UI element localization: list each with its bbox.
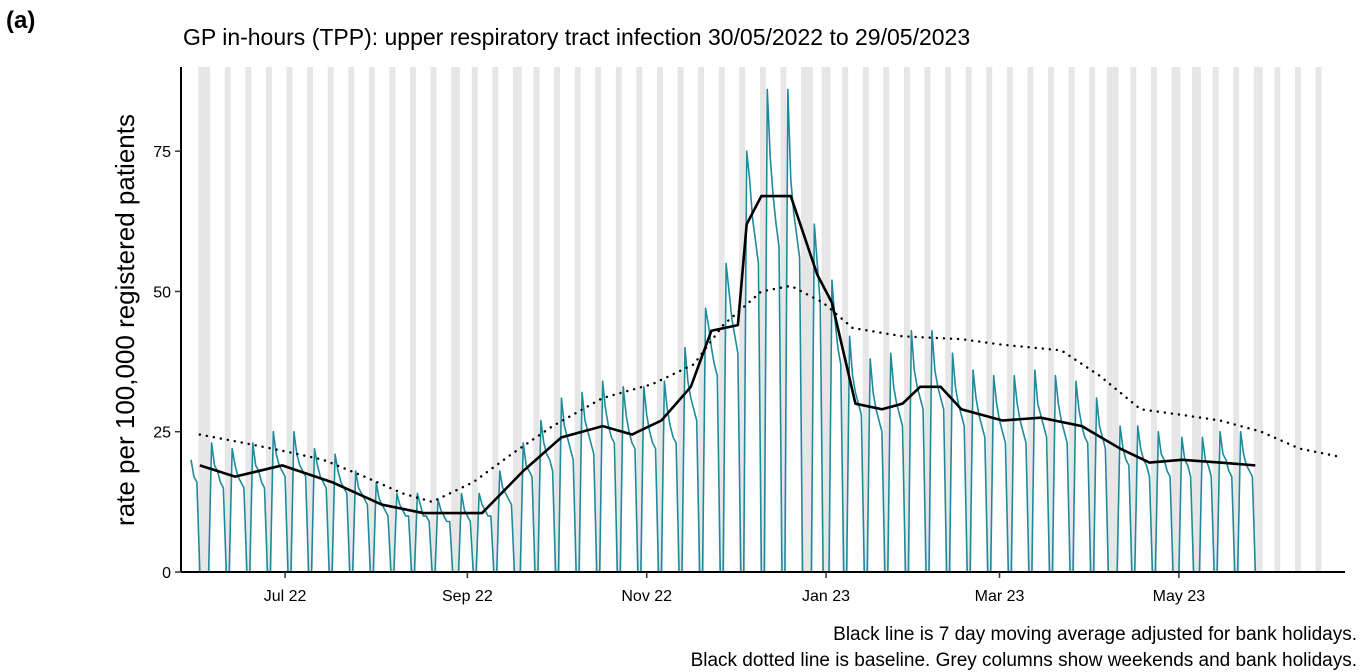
- series-line: [200, 196, 1256, 513]
- shaded-column: [513, 67, 516, 572]
- shaded-column: [457, 67, 460, 572]
- shaded-column: [575, 67, 578, 572]
- y-axis-label: rate per 100,000 registered patients: [110, 114, 140, 526]
- x-tick-label: Mar 23: [975, 588, 1025, 605]
- shaded-column: [454, 67, 457, 572]
- y-tick-label: 75: [153, 144, 171, 161]
- shaded-column: [389, 67, 392, 572]
- panel-label: (a): [6, 7, 35, 34]
- shaded-column: [372, 67, 375, 572]
- shaded-column: [245, 67, 248, 572]
- shaded-column: [554, 67, 557, 572]
- shaded-column: [1260, 67, 1263, 572]
- note: Black line is 7 day moving average adjus…: [833, 624, 1357, 645]
- shaded-column: [204, 67, 207, 572]
- note: Black dotted line is baseline. Grey colu…: [691, 650, 1357, 671]
- shaded-column: [516, 67, 519, 572]
- shaded-column: [1151, 67, 1154, 572]
- shaded-column: [369, 67, 372, 572]
- x-tick-label: Jan 23: [802, 588, 850, 605]
- shaded-column: [201, 67, 204, 572]
- shaded-column: [804, 67, 807, 572]
- shaded-column: [1110, 67, 1113, 572]
- y-tick-label: 0: [162, 565, 171, 582]
- shaded-column: [1277, 67, 1280, 572]
- shaded-column: [1213, 67, 1216, 572]
- x-tick-label: Sep 22: [442, 588, 493, 605]
- shaded-column: [1192, 67, 1195, 572]
- x-tick-label: Nov 22: [621, 588, 672, 605]
- shaded-column: [1316, 67, 1319, 572]
- shaded-column: [1195, 67, 1198, 572]
- shaded-column: [413, 67, 416, 572]
- shaded-column: [1274, 67, 1277, 572]
- shaded-column: [1295, 67, 1298, 572]
- shaded-column: [451, 67, 454, 572]
- x-tick-label: May 23: [1153, 588, 1206, 605]
- shaded-column: [1257, 67, 1260, 572]
- shaded-column: [198, 67, 201, 572]
- shaded-column: [307, 67, 310, 572]
- shaded-column: [392, 67, 395, 572]
- shaded-column: [1233, 67, 1236, 572]
- shaded-column: [534, 67, 537, 572]
- shaded-column: [328, 67, 331, 572]
- shaded-column: [1172, 67, 1175, 572]
- shaded-column: [348, 67, 351, 572]
- shaded-column: [472, 67, 475, 572]
- shaded-column: [595, 67, 598, 572]
- shaded-column: [1254, 67, 1257, 572]
- shaded-column: [1319, 67, 1322, 572]
- shaded-column: [807, 67, 810, 572]
- shaded-column: [1174, 67, 1177, 572]
- shaded-column: [431, 67, 434, 572]
- shaded-column: [351, 67, 354, 572]
- shaded-column: [331, 67, 334, 572]
- shaded-column: [287, 67, 290, 572]
- shaded-column: [1113, 67, 1116, 572]
- shaded-column: [225, 67, 228, 572]
- shaded-column: [266, 67, 269, 572]
- y-tick-label: 50: [153, 284, 171, 301]
- shaded-column: [475, 67, 478, 572]
- shaded-column: [825, 67, 828, 572]
- shaded-column: [434, 67, 437, 572]
- shaded-column: [492, 67, 495, 572]
- chart-title: GP in-hours (TPP): upper respiratory tra…: [183, 24, 970, 50]
- y-tick-label: 25: [153, 425, 171, 442]
- x-tick-label: Jul 22: [264, 588, 307, 605]
- shaded-column: [1298, 67, 1301, 572]
- shaded-column: [1130, 67, 1133, 572]
